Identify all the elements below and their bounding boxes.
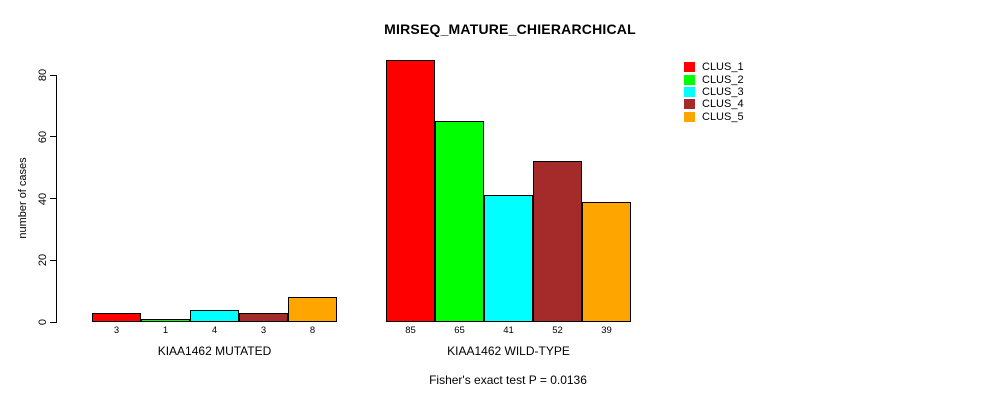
legend-item: CLUS_5: [684, 111, 744, 123]
bar-clus_4-group1: [239, 313, 288, 322]
y-tick-label: 20: [37, 254, 49, 267]
bar-clus_1-group2: [386, 60, 435, 322]
legend-label: CLUS_4: [702, 98, 744, 111]
legend-item: CLUS_3: [684, 86, 744, 98]
legend-label: CLUS_1: [702, 61, 744, 74]
legend-item: CLUS_1: [684, 61, 744, 73]
pvalue-annotation: Fisher's exact test P = 0.0136: [429, 373, 587, 387]
bar-value-label: 65: [454, 325, 465, 336]
bar-value-label: 3: [260, 325, 267, 336]
legend-label: CLUS_3: [702, 85, 744, 98]
bar-clus_4-group2: [533, 161, 582, 322]
y-tick-label: 80: [37, 68, 49, 82]
bar-value-label: 1: [162, 325, 169, 336]
bar-value-label: 52: [552, 325, 563, 336]
bar-value-label: 3: [113, 325, 120, 336]
bar-clus_2-group2: [435, 121, 484, 322]
y-tick-label: 40: [37, 192, 49, 205]
legend-color-swatch: [684, 62, 695, 73]
x-axis-group-label: KIAA1462 WILD-TYPE: [447, 344, 570, 358]
y-axis-line: [56, 75, 57, 323]
legend-item: CLUS_2: [684, 73, 744, 86]
y-axis-label: number of cases: [17, 157, 29, 239]
y-tick-label: 0: [37, 318, 49, 326]
legend-color-swatch: [684, 99, 695, 110]
bar-clus_1-group1: [92, 313, 141, 322]
bar-clus_3-group1: [190, 310, 239, 322]
bar-value-label: 8: [309, 325, 316, 336]
y-tick-mark: [50, 259, 56, 261]
bar-clus_5-group1: [288, 297, 337, 322]
legend-item: CLUS_4: [684, 98, 744, 110]
y-tick-mark: [50, 198, 56, 199]
legend-color-swatch: [684, 86, 695, 97]
legend: CLUS_1 CLUS_2 CLUS_3 CLUS_4 CLUS_5: [684, 61, 744, 123]
y-tick-mark: [50, 74, 56, 76]
legend-label: CLUS_5: [702, 110, 744, 123]
bar-clus_5-group2: [582, 202, 631, 322]
bar-value-label: 85: [405, 325, 416, 336]
bar-clus_2-group1: [141, 319, 190, 322]
legend-color-swatch: [684, 74, 695, 85]
legend-label: CLUS_2: [702, 73, 744, 86]
bar-value-label: 4: [211, 325, 218, 336]
bar-value-label: 41: [503, 325, 514, 336]
legend-color-swatch: [684, 111, 695, 122]
chart-title: MIRSEQ_MATURE_CHIERARCHICAL: [384, 21, 636, 37]
y-tick-mark: [50, 321, 56, 323]
bar-clus_3-group2: [484, 195, 533, 322]
y-tick-label: 60: [37, 130, 49, 143]
bar-value-label: 39: [601, 325, 612, 336]
y-tick-mark: [50, 136, 56, 138]
x-axis-group-label: KIAA1462 MUTATED: [157, 344, 272, 358]
